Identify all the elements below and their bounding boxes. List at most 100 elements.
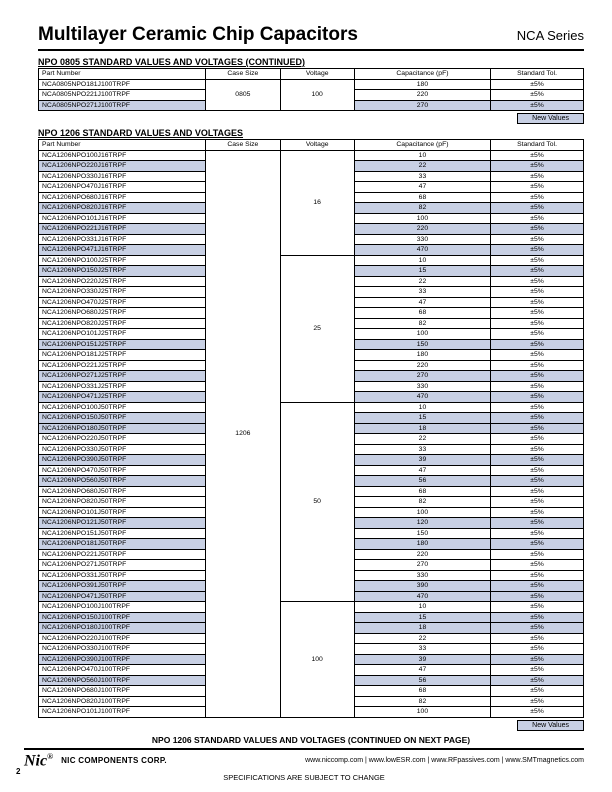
cell-part: NCA1206NPO221J25TRPF: [39, 360, 206, 371]
cell-tol: ±5%: [491, 381, 584, 392]
cell-part: NCA1206NPO470J50TRPF: [39, 465, 206, 476]
col-part: Part Number: [39, 69, 206, 80]
cell-cap: 180: [354, 350, 490, 361]
cell-tol: ±5%: [491, 465, 584, 476]
cell-part: NCA1206NPO220J100TRPF: [39, 633, 206, 644]
cell-tol: ±5%: [491, 350, 584, 361]
cell-tol: ±5%: [491, 539, 584, 550]
cell-cap: 330: [354, 381, 490, 392]
cell-part: NCA1206NPO271J25TRPF: [39, 371, 206, 382]
cell-tol: ±5%: [491, 560, 584, 571]
cell-tol: ±5%: [491, 413, 584, 424]
cell-tol: ±5%: [491, 444, 584, 455]
cell-tol: ±5%: [491, 665, 584, 676]
cell-tol: ±5%: [491, 633, 584, 644]
cell-tol: ±5%: [491, 371, 584, 382]
page-number: 2: [16, 767, 20, 776]
cell-cap: 100: [354, 213, 490, 224]
cell-part: NCA1206NPO271J50TRPF: [39, 560, 206, 571]
cell-cap: 82: [354, 203, 490, 214]
new-values-badge-1: New Values: [38, 113, 584, 124]
cell-tol: ±5%: [491, 612, 584, 623]
col-voltage: Voltage: [280, 140, 354, 151]
cell-part: NCA1206NPO151J25TRPF: [39, 339, 206, 350]
cell-case: 0805: [206, 79, 280, 111]
table-1206: Part Number Case Size Voltage Capacitanc…: [38, 139, 584, 718]
cell-cap: 22: [354, 434, 490, 445]
cell-part: NCA1206NPO330J16TRPF: [39, 171, 206, 182]
col-tol: Standard Tol.: [491, 69, 584, 80]
cell-part: NCA1206NPO820J25TRPF: [39, 318, 206, 329]
cell-tol: ±5%: [491, 224, 584, 235]
cell-cap: 150: [354, 339, 490, 350]
cell-tol: ±5%: [491, 423, 584, 434]
col-cap: Capacitance (pF): [354, 69, 490, 80]
page-title: Multilayer Ceramic Chip Capacitors: [38, 24, 358, 46]
cell-part: NCA1206NPO820J16TRPF: [39, 203, 206, 214]
cell-part: NCA0805NPO181J100TRPF: [39, 79, 206, 90]
table-row: NCA1206NPO100J50TRPF5010±5%: [39, 402, 584, 413]
cell-tol: ±5%: [491, 308, 584, 319]
cell-part: NCA1206NPO470J25TRPF: [39, 297, 206, 308]
continued-note: NPO 1206 STANDARD VALUES AND VOLTAGES (C…: [38, 735, 584, 745]
cell-tol: ±5%: [491, 339, 584, 350]
cell-cap: 220: [354, 549, 490, 560]
series-label: NCA Series: [517, 28, 584, 43]
cell-tol: ±5%: [491, 654, 584, 665]
cell-part: NCA1206NPO820J50TRPF: [39, 497, 206, 508]
cell-tol: ±5%: [491, 434, 584, 445]
cell-case: 1206: [206, 150, 280, 717]
cell-cap: 10: [354, 255, 490, 266]
cell-tol: ±5%: [491, 245, 584, 256]
cell-part: NCA1206NPO330J100TRPF: [39, 644, 206, 655]
cell-tol: ±5%: [491, 581, 584, 592]
cell-cap: 220: [354, 224, 490, 235]
cell-cap: 220: [354, 90, 490, 101]
cell-voltage: 100: [280, 79, 354, 111]
cell-part: NCA1206NPO181J25TRPF: [39, 350, 206, 361]
cell-tol: ±5%: [491, 455, 584, 466]
cell-part: NCA1206NPO471J16TRPF: [39, 245, 206, 256]
table-0805: Part Number Case Size Voltage Capacitanc…: [38, 68, 584, 111]
col-case: Case Size: [206, 140, 280, 151]
cell-cap: 180: [354, 539, 490, 550]
page-footer: Nic® NIC COMPONENTS CORP. www.niccomp.co…: [24, 746, 584, 782]
cell-tol: ±5%: [491, 192, 584, 203]
col-tol: Standard Tol.: [491, 140, 584, 151]
cell-tol: ±5%: [491, 161, 584, 172]
cell-cap: 10: [354, 602, 490, 613]
cell-cap: 33: [354, 171, 490, 182]
cell-cap: 150: [354, 528, 490, 539]
cell-tol: ±5%: [491, 623, 584, 634]
cell-tol: ±5%: [491, 266, 584, 277]
cell-cap: 270: [354, 560, 490, 571]
cell-cap: 15: [354, 413, 490, 424]
cell-cap: 120: [354, 518, 490, 529]
cell-part: NCA1206NPO101J100TRPF: [39, 707, 206, 718]
cell-tol: ±5%: [491, 602, 584, 613]
cell-part: NCA1206NPO180J50TRPF: [39, 423, 206, 434]
cell-tol: ±5%: [491, 90, 584, 101]
new-values-badge-2: New Values: [38, 720, 584, 731]
registered-icon: ®: [47, 752, 53, 761]
cell-cap: 100: [354, 507, 490, 518]
cell-cap: 15: [354, 266, 490, 277]
cell-part: NCA1206NPO391J50TRPF: [39, 581, 206, 592]
cell-cap: 330: [354, 234, 490, 245]
page-header: Multilayer Ceramic Chip Capacitors NCA S…: [38, 24, 584, 51]
cell-cap: 270: [354, 100, 490, 111]
cell-tol: ±5%: [491, 79, 584, 90]
cell-tol: ±5%: [491, 100, 584, 111]
table-row: NCA0805NPO181J100TRPF0805100180±5%: [39, 79, 584, 90]
cell-cap: 470: [354, 245, 490, 256]
cell-tol: ±5%: [491, 318, 584, 329]
cell-cap: 15: [354, 612, 490, 623]
cell-tol: ±5%: [491, 518, 584, 529]
cell-part: NCA1206NPO151J50TRPF: [39, 528, 206, 539]
table-row: NCA1206NPO100J100TRPF10010±5%: [39, 602, 584, 613]
cell-part: NCA1206NPO101J50TRPF: [39, 507, 206, 518]
cell-tol: ±5%: [491, 203, 584, 214]
table-row: NCA1206NPO100J16TRPF12061610±5%: [39, 150, 584, 161]
cell-part: NCA1206NPO680J100TRPF: [39, 686, 206, 697]
cell-tol: ±5%: [491, 476, 584, 487]
